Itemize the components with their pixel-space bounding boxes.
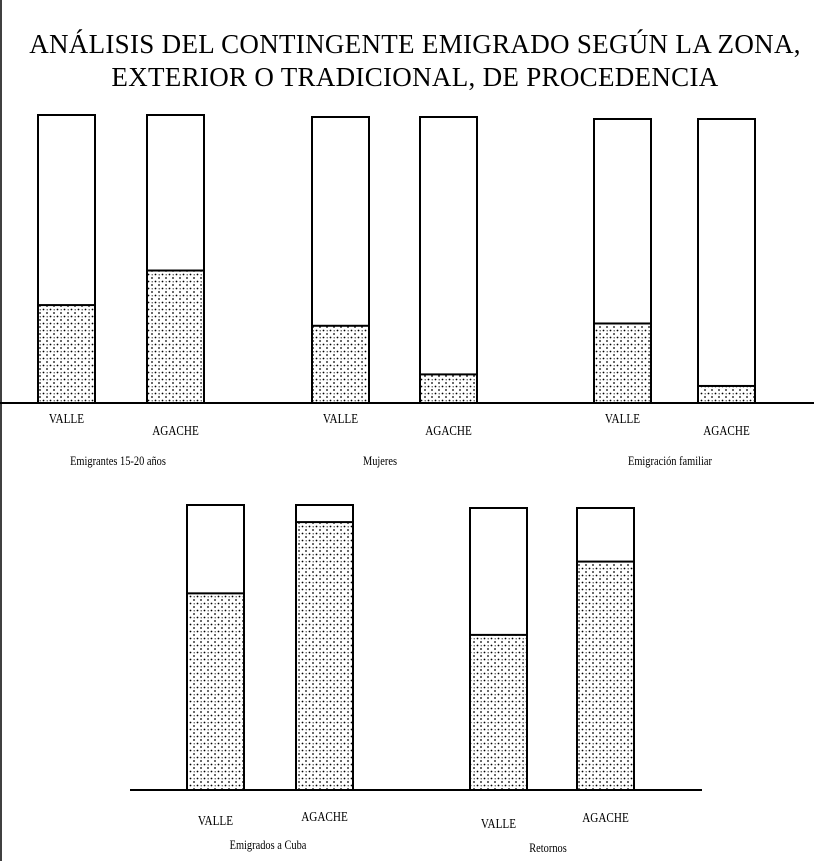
- bar: [469, 633, 528, 792]
- bar: [419, 373, 478, 404]
- bar: [593, 322, 652, 405]
- x-tick-label: AGACHE: [152, 423, 199, 438]
- x-tick-label: AGACHE: [425, 423, 472, 438]
- bar: [37, 304, 96, 404]
- x-tick-label: VALLE: [198, 813, 233, 828]
- bar: [295, 521, 354, 791]
- x-tick-label: AGACHE: [301, 809, 348, 824]
- x-tick-label: VALLE: [49, 411, 84, 426]
- x-tick-label: AGACHE: [703, 423, 750, 438]
- x-axis-label: Emigrantes 15-20 años: [70, 454, 166, 468]
- x-tick-label: VALLE: [605, 411, 640, 426]
- bar: [311, 324, 370, 404]
- x-axis-label: Retornos: [529, 841, 567, 855]
- x-axis-label: Mujeres: [363, 454, 397, 468]
- bar-frame: [697, 118, 756, 404]
- bar-frame: [419, 116, 478, 404]
- x-axis-label: Emigración familiar: [628, 454, 712, 468]
- chart-title: ANÁLISIS DEL CONTINGENTE EMIGRADO SEGÚN …: [29, 29, 801, 92]
- bar: [146, 269, 205, 404]
- x-tick-label: VALLE: [481, 816, 516, 831]
- x-tick-label: VALLE: [323, 411, 358, 426]
- x-axis-label: Emigrados a Cuba: [230, 838, 307, 852]
- x-tick-label: AGACHE: [582, 810, 629, 825]
- bar: [186, 592, 245, 791]
- bar: [576, 560, 635, 792]
- bar: [697, 384, 756, 404]
